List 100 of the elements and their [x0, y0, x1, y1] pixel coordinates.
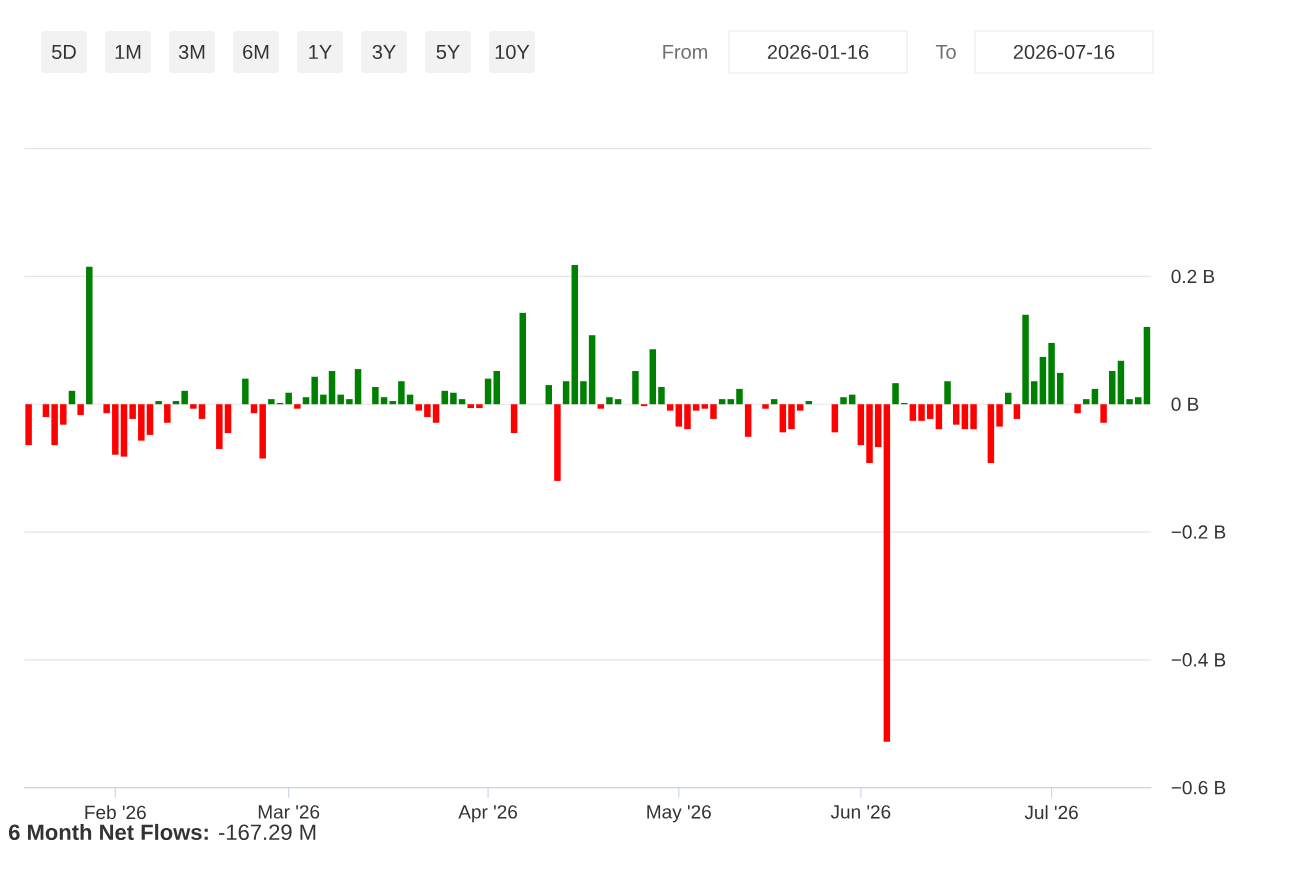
bar — [424, 404, 431, 418]
bar — [51, 404, 58, 446]
bar — [866, 404, 873, 464]
bar — [710, 404, 717, 419]
text: 10Y — [495, 44, 530, 60]
bar — [155, 401, 162, 405]
bar — [224, 404, 232, 433]
text: 3Y — [372, 44, 396, 60]
bar — [718, 399, 726, 405]
bar — [666, 404, 674, 411]
bar — [346, 399, 353, 405]
bar — [138, 404, 145, 441]
text: 5Y — [436, 45, 460, 59]
bar — [996, 404, 1003, 427]
bar — [380, 397, 388, 405]
x-tick-label: Mar '26 — [258, 805, 320, 819]
bar — [935, 404, 943, 430]
bar — [762, 404, 769, 409]
bar — [857, 404, 865, 446]
bar — [692, 404, 700, 411]
y-tick-label: 0.2 B — [1171, 269, 1215, 284]
bar — [883, 404, 891, 742]
bar — [987, 404, 995, 464]
bar — [632, 371, 639, 405]
bar — [874, 404, 882, 448]
bar — [926, 404, 934, 419]
y-tick-label: −0.6 B — [1171, 780, 1226, 795]
bar — [1013, 404, 1021, 419]
y-tick-label: −0.2 B — [1171, 525, 1226, 539]
bar — [727, 399, 735, 405]
bar — [1083, 399, 1090, 405]
bar — [302, 397, 310, 405]
bar — [112, 404, 119, 455]
bar — [684, 404, 691, 430]
bar — [250, 404, 258, 414]
bar — [1100, 404, 1107, 423]
bar — [129, 404, 136, 419]
bar — [294, 404, 301, 409]
bar — [649, 349, 657, 405]
bar — [736, 388, 743, 405]
bar — [944, 381, 951, 405]
x-tick-label: Jun '26 — [830, 805, 891, 819]
text: 5D — [52, 45, 76, 59]
x-tick-label: Jul '26 — [1024, 805, 1078, 820]
bar — [328, 371, 336, 405]
bar — [493, 371, 500, 405]
bar — [190, 404, 197, 409]
bar — [658, 386, 665, 405]
bar — [1135, 397, 1142, 405]
bar — [701, 404, 709, 409]
bar — [614, 399, 622, 405]
bar — [597, 404, 605, 409]
bar — [510, 404, 518, 433]
bar — [320, 394, 327, 405]
text: From — [663, 45, 708, 59]
text: 2026-07-16 — [1013, 44, 1115, 60]
bar — [441, 390, 448, 405]
bar — [415, 404, 422, 411]
bar — [909, 404, 917, 421]
bar — [103, 404, 110, 414]
bar — [458, 399, 466, 405]
bar — [892, 383, 899, 405]
bar — [354, 369, 362, 405]
y-tick-label: −0.4 B — [1171, 653, 1226, 667]
bar — [25, 404, 32, 446]
text: 2026-01-16 — [767, 44, 869, 60]
bar — [1091, 388, 1099, 405]
bar — [484, 378, 492, 405]
text: 3M — [178, 44, 205, 60]
bar — [770, 399, 778, 405]
bar — [1048, 342, 1055, 405]
bar — [120, 404, 128, 457]
bar — [779, 404, 787, 433]
text: 6 Month Net Flows: -167.29 M — [9, 823, 316, 841]
bar — [1056, 372, 1064, 405]
bar — [1109, 371, 1116, 405]
bar — [840, 397, 847, 405]
bar — [164, 404, 171, 423]
bar — [1126, 399, 1133, 405]
text: 6M — [243, 44, 269, 60]
bar — [337, 394, 344, 405]
bar — [1030, 381, 1038, 405]
bar — [216, 404, 223, 449]
bar — [68, 390, 76, 405]
bar — [398, 381, 405, 405]
bar — [519, 312, 526, 405]
bar — [1143, 326, 1151, 405]
bar — [146, 404, 154, 435]
bar — [831, 404, 839, 433]
bar — [259, 404, 266, 459]
bar — [588, 335, 596, 405]
text: To — [935, 45, 956, 59]
bar — [450, 392, 457, 405]
bar — [181, 390, 188, 405]
bar — [606, 397, 613, 405]
x-tick-label: May '26 — [647, 805, 711, 823]
text: 1M — [115, 45, 141, 59]
bar — [744, 404, 752, 437]
bar — [467, 404, 474, 409]
bar — [580, 381, 587, 405]
